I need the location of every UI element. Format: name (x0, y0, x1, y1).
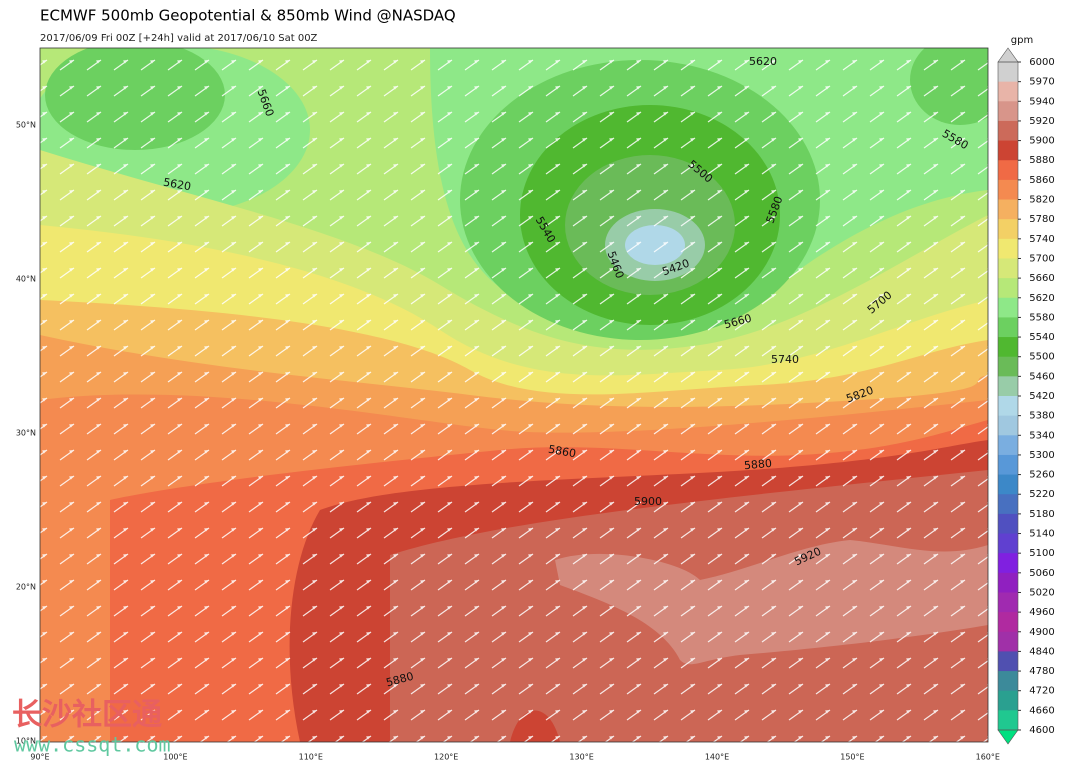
colorbar-label: 4780 (1029, 666, 1054, 677)
colorbar-label: 5180 (1029, 509, 1054, 520)
colorbar-label: 5100 (1029, 548, 1054, 559)
colorbar-segment (998, 415, 1018, 436)
colorbar-label: 5940 (1029, 96, 1054, 107)
colorbar-label: 4600 (1029, 725, 1054, 736)
lon-label: 100°E (163, 753, 187, 762)
lat-label: 40°N (16, 275, 36, 284)
lat-label: 50°N (16, 121, 36, 130)
colorbar-label: 5920 (1029, 116, 1054, 127)
colorbar-segment (998, 631, 1018, 652)
colorbar-segment (998, 278, 1018, 299)
contour-label: 5620 (162, 176, 192, 194)
colorbar-segment (998, 435, 1018, 456)
subtitle: 2017/06/09 Fri 00Z [+24h] valid at 2017/… (40, 33, 318, 44)
watermark-name: 长沙社区通 (12, 698, 162, 733)
colorbar-segment (998, 317, 1018, 338)
colorbar-segment (998, 356, 1018, 377)
colorbar-label: 5700 (1029, 253, 1054, 264)
field (40, 48, 988, 742)
colorbar-label: 5860 (1029, 175, 1054, 186)
colorbar-segment (998, 474, 1018, 495)
colorbar-segment (998, 533, 1018, 554)
colorbar-segment (998, 710, 1018, 731)
colorbar-label: 5660 (1029, 273, 1054, 284)
colorbar-unit: gpm (1011, 35, 1033, 46)
lon-label: 150°E (840, 753, 864, 762)
colorbar-label: 5020 (1029, 587, 1054, 598)
colorbar-segment (998, 179, 1018, 201)
colorbar-label: 4900 (1029, 627, 1054, 638)
colorbar-segment (998, 258, 1018, 279)
contour-label: 5860 (547, 443, 577, 461)
colorbar-label: 5140 (1029, 529, 1054, 540)
lon-label: 140°E (705, 753, 729, 762)
colorbar-label: 4840 (1029, 646, 1054, 657)
lon-label: 130°E (569, 753, 593, 762)
colorbar-label: 5780 (1029, 214, 1054, 225)
contour-label: 5620 (749, 55, 777, 68)
colorbar-label: 5970 (1029, 77, 1054, 88)
lat-label: 30°N (16, 429, 36, 438)
colorbar-label: 5420 (1029, 391, 1054, 402)
colorbar-segment (998, 651, 1018, 672)
lat-label: 10°N (16, 737, 36, 746)
colorbar-label: 5300 (1029, 450, 1054, 461)
colorbar-segment (998, 454, 1018, 476)
colorbar-segment (998, 553, 1018, 574)
lon-label: 120°E (434, 753, 458, 762)
lon-label: 90°E (30, 753, 49, 762)
colorbar-segment (998, 120, 1018, 142)
colorbar-label: 5340 (1029, 430, 1054, 441)
colorbar-label: 5820 (1029, 195, 1054, 206)
colorbar-label: 5260 (1029, 470, 1054, 481)
colorbar-label: 5620 (1029, 293, 1054, 304)
colorbar-label: 4660 (1029, 705, 1054, 716)
colorbar-segment (998, 81, 1018, 102)
lat-label: 20°N (16, 583, 36, 592)
colorbar-segment (998, 376, 1018, 397)
colorbar-segment (998, 219, 1018, 240)
colorbar-label: 5740 (1029, 234, 1054, 245)
colorbar-bottom (997, 729, 1019, 745)
colorbar-label: 4960 (1029, 607, 1054, 618)
colorbar-segment (998, 494, 1018, 515)
colorbar-segment (998, 513, 1018, 535)
colorbar-label: 5540 (1029, 332, 1054, 343)
colorbar-segment (998, 671, 1018, 692)
colorbar-top (997, 47, 1019, 63)
colorbar-segment (998, 297, 1018, 318)
colorbar-segment (998, 337, 1018, 358)
title: ECMWF 500mb Geopotential & 850mb Wind @N… (40, 7, 456, 25)
labels: 50°N 40°N 30°N 20°N 10°N 90°E 100°E 110°E 120°E 1… (16, 35, 1055, 762)
colorbar-segment (998, 612, 1018, 633)
contour-label: 5880 (743, 457, 772, 472)
colorbar-segment (998, 592, 1018, 613)
colorbar-label: 5500 (1029, 352, 1054, 363)
colorbar-label: 5580 (1029, 312, 1054, 323)
contour-label: 5900 (634, 495, 662, 508)
colorbar-segment (998, 690, 1018, 711)
colorbar-segment (998, 160, 1018, 181)
watermark-url: www.cssqt.com (14, 733, 171, 757)
colorbar-label: 5380 (1029, 411, 1054, 422)
colorbar-segment (998, 101, 1018, 122)
colorbar-segment (998, 396, 1018, 417)
colorbar-label: 5060 (1029, 568, 1054, 579)
colorbar-label: 5900 (1029, 136, 1054, 147)
colorbar-label: 5460 (1029, 371, 1054, 382)
colorbar-label: 4720 (1029, 686, 1054, 697)
contour-label: 5740 (771, 353, 799, 366)
colorbar-label: 6000 (1029, 57, 1054, 68)
colorbar-segment (998, 199, 1018, 220)
lon-label: 110°E (299, 753, 323, 762)
colorbar-segment (998, 140, 1018, 161)
colorbar-segment (998, 238, 1018, 259)
colorbar-segment (998, 62, 1018, 83)
colorbar-label: 5220 (1029, 489, 1054, 500)
colorbar-label: 5880 (1029, 155, 1054, 166)
lon-label: 160°E (976, 753, 1000, 762)
colorbar-segment (998, 572, 1018, 593)
